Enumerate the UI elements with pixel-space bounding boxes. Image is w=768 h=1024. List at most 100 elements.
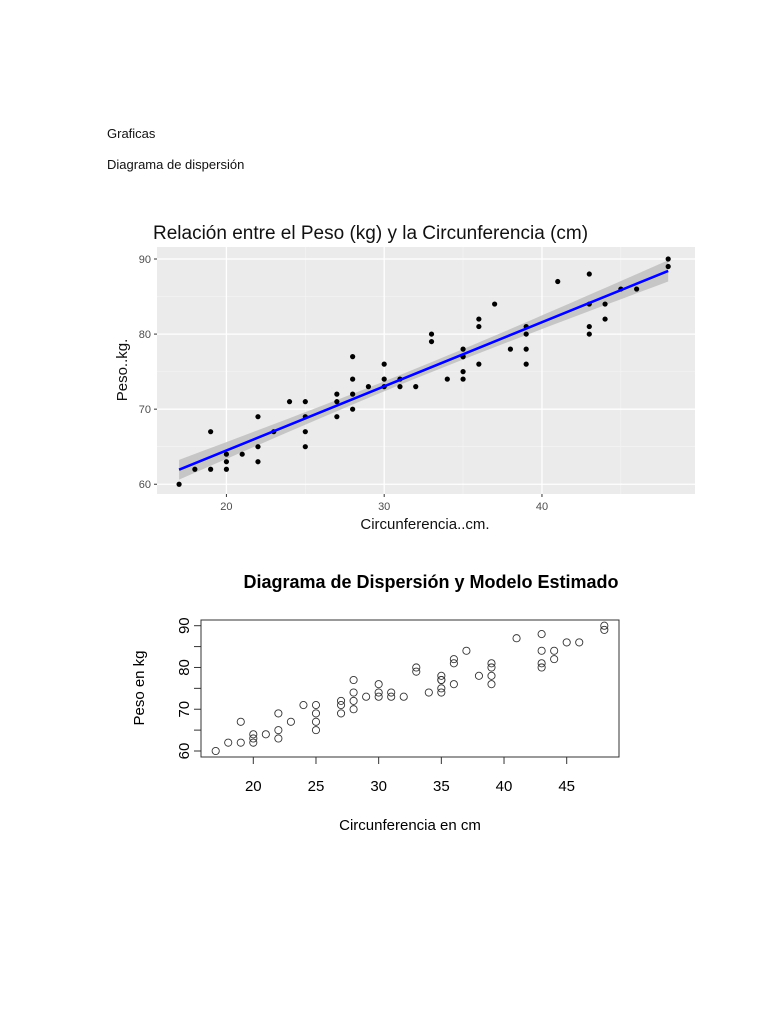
y-tick-label: 90 — [176, 617, 193, 634]
data-point — [236, 717, 245, 726]
y-tick-label: 70 — [139, 404, 151, 416]
data-point — [350, 376, 356, 382]
data-point — [665, 256, 671, 262]
chart1-regression-line — [178, 269, 669, 471]
data-point — [476, 316, 482, 322]
data-point — [437, 671, 446, 680]
data-point — [374, 680, 383, 689]
data-point — [602, 316, 608, 322]
data-point — [337, 701, 346, 710]
data-point — [437, 675, 446, 685]
data-point — [487, 680, 496, 689]
y-tick-label: 60 — [139, 479, 151, 491]
data-point — [487, 663, 496, 672]
data-point — [223, 459, 230, 465]
data-point — [586, 331, 592, 337]
data-point — [208, 429, 214, 435]
data-point — [274, 734, 283, 743]
data-point — [428, 338, 435, 345]
x-tick-label: 40 — [496, 778, 513, 795]
data-point — [387, 688, 396, 697]
data-point — [487, 659, 496, 668]
data-point — [223, 451, 230, 457]
data-point — [512, 634, 521, 643]
data-point — [412, 667, 421, 676]
data-point — [550, 655, 559, 664]
data-point — [374, 688, 383, 697]
data-point — [412, 663, 421, 672]
data-point — [302, 429, 308, 435]
data-point — [449, 659, 458, 668]
data-point — [261, 730, 270, 739]
x-tick-label: 45 — [558, 778, 575, 795]
data-point — [600, 625, 609, 634]
x-tick-label: 20 — [245, 778, 262, 795]
data-point — [208, 466, 214, 472]
data-point — [537, 630, 546, 639]
y-tick-label: 70 — [176, 701, 193, 718]
data-point — [302, 444, 308, 450]
chart2-points — [211, 621, 609, 756]
data-point — [286, 399, 293, 405]
y-tick-label: 80 — [139, 329, 151, 341]
data-point — [350, 354, 356, 360]
data-point — [350, 391, 356, 397]
chart2-ticks: 20 25 30 35 40 45 60 70 80 90 — [176, 617, 575, 795]
data-point — [507, 346, 514, 352]
data-point — [428, 331, 435, 337]
y-tick-label: 90 — [139, 254, 151, 266]
data-point — [334, 414, 340, 420]
data-point — [299, 701, 308, 710]
data-point — [449, 655, 458, 664]
chart1-title: Relación entre el Peso (kg) y la Circunf… — [153, 223, 588, 244]
data-point — [334, 391, 340, 397]
data-point — [437, 688, 446, 697]
data-point — [349, 696, 358, 705]
chart1-tick-labels: 20 30 40 60 70 80 90 — [139, 254, 548, 513]
data-point — [311, 701, 321, 710]
y-tick-label: 60 — [176, 743, 193, 760]
chart2-x-axis-label: Circunferencia en cm — [339, 817, 481, 834]
data-point — [462, 646, 471, 655]
data-point — [192, 466, 198, 472]
data-point — [537, 659, 546, 668]
data-point — [236, 738, 245, 747]
data-point — [537, 646, 546, 655]
data-point — [255, 459, 261, 465]
data-point — [362, 692, 371, 701]
data-point — [349, 688, 358, 697]
chart2-plot-box — [200, 619, 620, 758]
data-point — [365, 384, 372, 390]
data-point — [311, 726, 321, 735]
x-tick-label: 25 — [308, 778, 325, 795]
data-point — [449, 680, 458, 689]
data-point — [665, 263, 671, 270]
data-point — [286, 717, 295, 726]
x-tick-label: 40 — [536, 501, 548, 513]
document-heading: Graficas — [107, 126, 156, 141]
x-tick-label: 20 — [220, 501, 232, 513]
data-point — [381, 376, 387, 382]
data-point — [550, 646, 559, 655]
data-point — [586, 271, 592, 277]
data-point — [349, 675, 358, 685]
data-point — [255, 444, 261, 450]
data-point — [211, 746, 220, 756]
data-point — [492, 301, 498, 307]
data-point — [337, 709, 346, 718]
data-point — [274, 709, 283, 718]
data-point — [334, 399, 340, 405]
data-point — [350, 406, 356, 412]
data-point — [460, 369, 466, 375]
data-point — [562, 638, 571, 647]
regression-line — [178, 269, 669, 471]
data-point — [387, 692, 396, 701]
data-point — [487, 671, 496, 680]
data-point — [474, 671, 483, 680]
x-tick-label: 30 — [378, 501, 390, 513]
data-point — [349, 705, 358, 714]
chart1-x-axis-label: Circunferencia..cm. — [360, 516, 489, 533]
data-point — [523, 331, 529, 337]
chart2-y-axis-label: Peso en kg — [131, 650, 148, 725]
data-point — [586, 323, 592, 330]
